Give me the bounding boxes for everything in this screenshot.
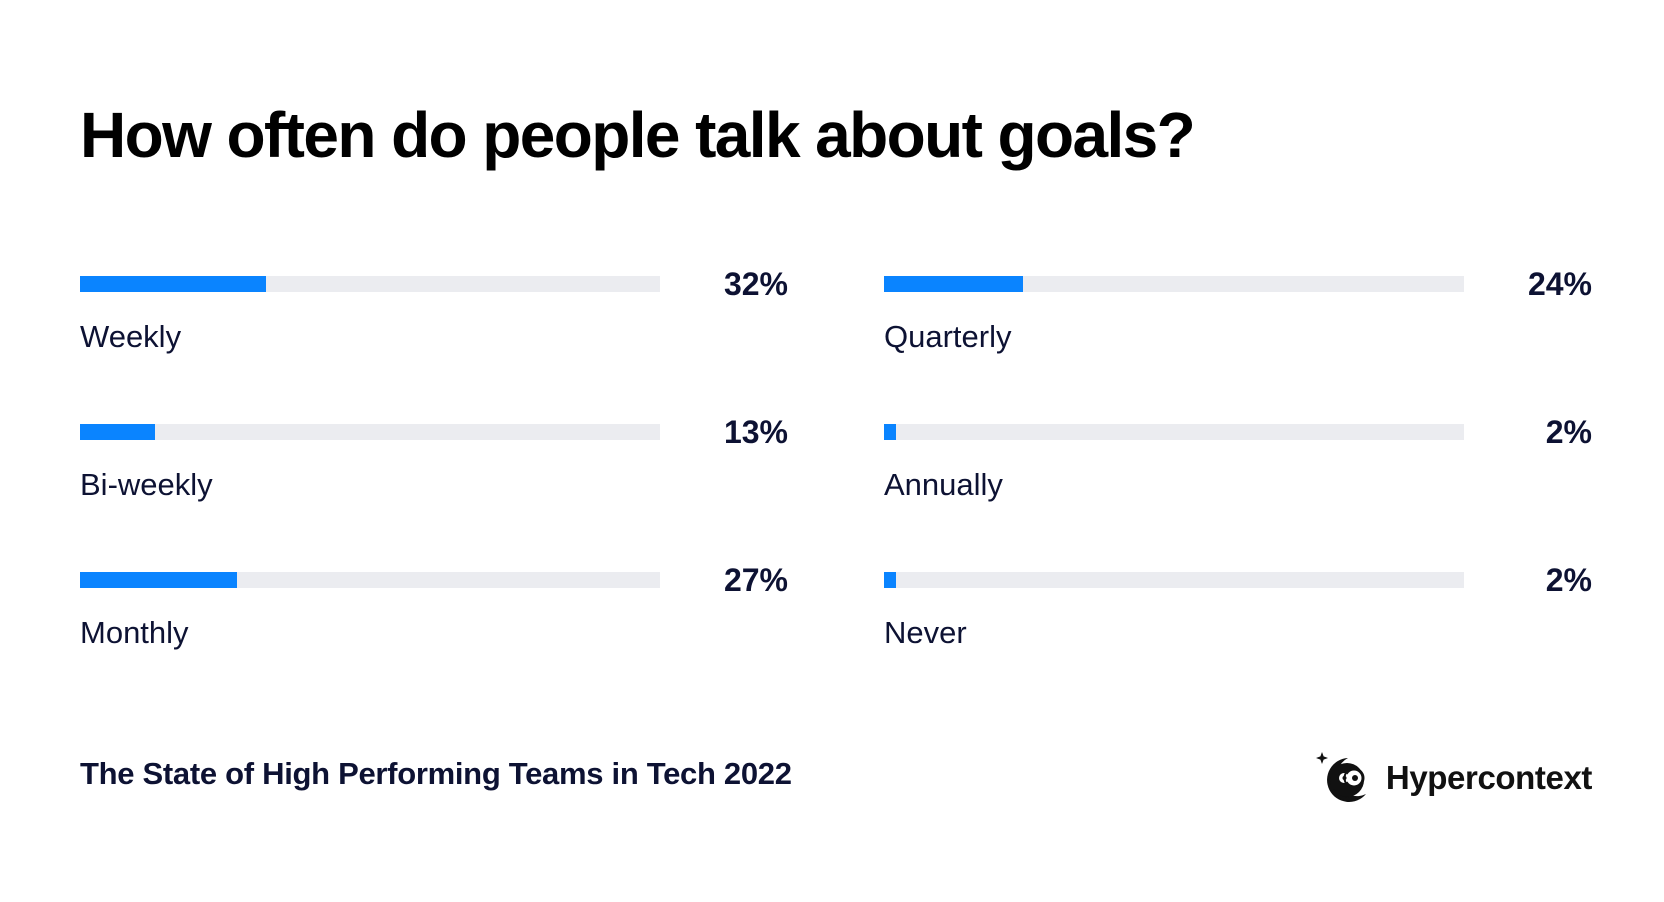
bar-fill [80,572,237,588]
bar-value-label: 13% [723,414,788,450]
bar-item: 24% Quarterly [884,262,1592,410]
bar-value-label: 24% [1527,266,1592,302]
bar-fill [884,276,1024,292]
bar-track [884,276,1464,292]
bar-category-label: Weekly [80,319,182,354]
bar-fill [80,276,266,292]
bar-fill [884,424,896,440]
source-caption: The State of High Performing Teams in Te… [80,756,792,791]
chart-title: How often do people talk about goals? [80,99,1196,171]
brand-logo: Hypercontext [1315,750,1592,806]
bar-category-label: Monthly [80,615,189,650]
bar-track [884,424,1464,440]
bar-fill [80,424,156,440]
bar-fill [884,572,896,588]
bar-track [884,572,1464,588]
bar-item: 2% Never [884,558,1592,706]
bars-column-right: 24% Quarterly 2% Annually 2% Never [884,262,1592,706]
bar-category-label: Never [884,615,967,650]
bar-track [80,424,660,440]
bar-item: 2% Annually [884,410,1592,558]
bar-item: 27% Monthly [80,558,788,706]
bar-category-label: Quarterly [884,319,1012,354]
bars-column-left: 32% Weekly 13% Bi-weekly 27% Monthly [80,262,788,706]
bar-track [80,276,660,292]
bar-item: 32% Weekly [80,262,788,410]
bar-category-label: Bi-weekly [80,467,213,502]
bar-value-label: 32% [723,266,788,302]
brand-name: Hypercontext [1385,759,1592,796]
hypercontext-logo-icon [1315,752,1366,802]
bar-value-label: 2% [1545,562,1592,598]
bar-value-label: 2% [1545,414,1592,450]
bar-track [80,572,660,588]
bar-category-label: Annually [884,467,1003,502]
bar-item: 13% Bi-weekly [80,410,788,558]
bar-value-label: 27% [723,562,788,598]
